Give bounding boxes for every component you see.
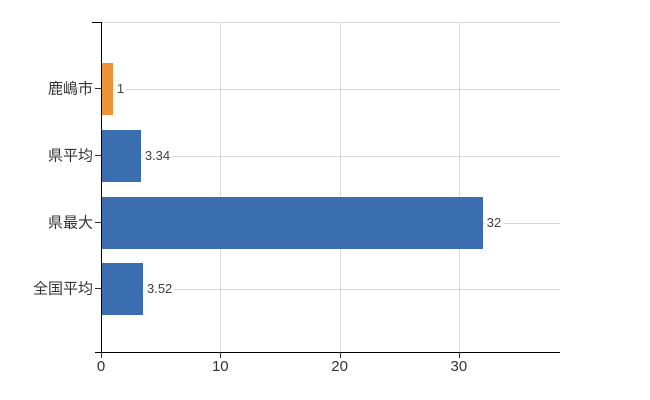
x-axis-tick-label: 0 bbox=[96, 358, 106, 375]
y-axis-line bbox=[101, 22, 102, 352]
y-axis-tick bbox=[95, 155, 101, 156]
category-label: 鹿嶋市 bbox=[47, 80, 93, 98]
category-label: 県最大 bbox=[47, 214, 93, 232]
x-gridline bbox=[339, 23, 341, 352]
category-label: 全国平均 bbox=[32, 280, 93, 298]
y-axis-tick bbox=[95, 88, 101, 89]
plot-area: 1 3.34 32 3.52 bbox=[101, 22, 560, 352]
x-gridline bbox=[220, 23, 222, 352]
x-axis-line bbox=[95, 352, 560, 353]
x-axis-tick-label: 30 bbox=[450, 358, 468, 375]
bar-series bbox=[101, 263, 143, 315]
y-axis-tick bbox=[95, 222, 101, 223]
x-axis-tick bbox=[101, 352, 102, 358]
bar-series bbox=[101, 130, 141, 182]
bar-value-label: 3.34 bbox=[142, 148, 173, 163]
y-axis-top-cap bbox=[92, 22, 101, 23]
bar-highlight bbox=[101, 63, 113, 115]
x-axis-tick-label: 10 bbox=[211, 358, 229, 375]
bar-series bbox=[101, 197, 483, 249]
y-gridline bbox=[101, 289, 560, 290]
y-axis-tick bbox=[95, 288, 101, 289]
x-axis-tick bbox=[458, 352, 460, 358]
bar-value-label: 1 bbox=[114, 81, 127, 96]
x-axis-tick bbox=[339, 352, 341, 358]
bar-value-label: 3.52 bbox=[144, 281, 175, 296]
category-label: 県平均 bbox=[47, 147, 93, 165]
x-axis-tick bbox=[220, 352, 222, 358]
y-gridline bbox=[101, 89, 560, 90]
y-gridline bbox=[101, 156, 560, 157]
x-axis-tick-label: 20 bbox=[331, 358, 348, 375]
x-gridline bbox=[458, 23, 460, 352]
bar-value-label: 32 bbox=[484, 215, 504, 230]
